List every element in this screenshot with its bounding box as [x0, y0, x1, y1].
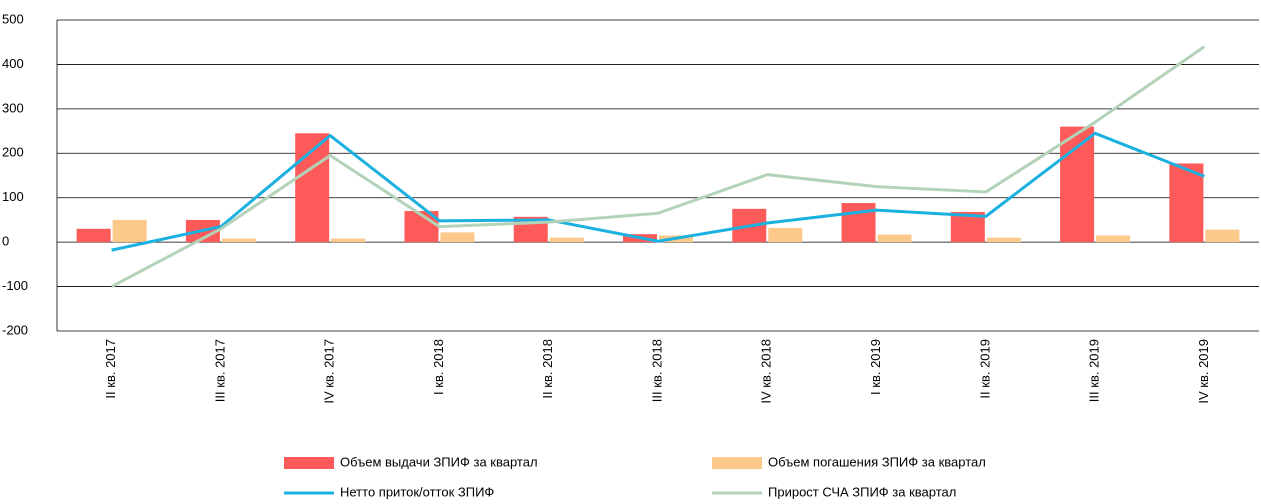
y-tick-label: -200 — [2, 322, 28, 337]
bar — [1169, 163, 1204, 243]
y-tick-label: -100 — [2, 278, 28, 293]
y-tick-label: 0 — [2, 234, 9, 249]
bar — [877, 234, 912, 243]
y-tick-label: 300 — [2, 100, 24, 115]
bar — [549, 237, 584, 243]
line — [111, 131, 1205, 252]
bar — [1096, 235, 1131, 243]
x-tick-label: IV кв. 2017 — [322, 339, 337, 404]
y-tick-label: 200 — [2, 145, 24, 160]
x-tick-label: III кв. 2017 — [212, 339, 227, 402]
legend-swatch — [712, 457, 762, 469]
bar — [76, 228, 111, 243]
x-tick-label: II кв. 2018 — [540, 339, 555, 399]
legend-swatch — [284, 457, 334, 469]
x-tick-label: III кв. 2019 — [1087, 339, 1102, 402]
x-tick-label: III кв. 2018 — [649, 339, 664, 402]
bar — [986, 237, 1021, 243]
legend-label: Объем погашения ЗПИФ за квартал — [768, 454, 986, 469]
legend-label: Прирост СЧА ЗПИФ за квартал — [768, 484, 956, 499]
legend-label: Объем выдачи ЗПИФ за квартал — [340, 454, 538, 469]
bar — [112, 219, 147, 243]
y-tick-label: 400 — [2, 56, 24, 71]
line — [110, 45, 1206, 288]
y-tick-label: 500 — [2, 11, 24, 26]
bar — [331, 238, 366, 243]
bar — [841, 203, 876, 243]
bar — [1060, 126, 1095, 243]
x-tick-label: I кв. 2019 — [868, 339, 883, 395]
y-tick-label: 100 — [2, 189, 24, 204]
x-tick-label: IV кв. 2019 — [1196, 339, 1211, 404]
x-tick-label: II кв. 2019 — [977, 339, 992, 399]
x-tick-label: IV кв. 2018 — [759, 339, 774, 404]
x-tick-label: II кв. 2017 — [103, 339, 118, 399]
x-tick-label: I кв. 2018 — [431, 339, 446, 395]
bar — [440, 232, 475, 243]
legend-label: Нетто приток/отток ЗПИФ — [340, 484, 494, 499]
bar — [221, 238, 256, 243]
bar — [768, 227, 803, 243]
bar — [1205, 229, 1240, 243]
